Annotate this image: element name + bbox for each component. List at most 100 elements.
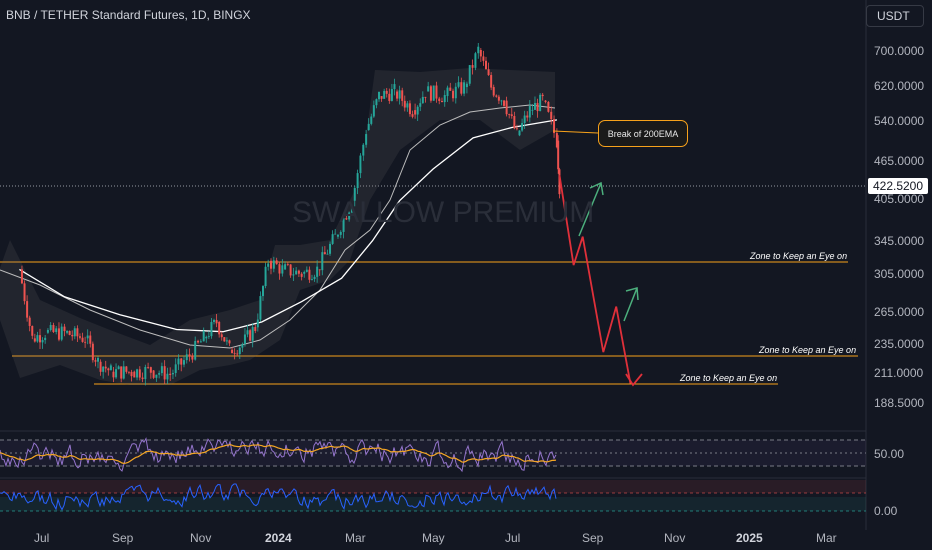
candle-body: [141, 377, 144, 380]
candle-body: [149, 367, 152, 373]
candle-body: [71, 334, 74, 337]
candle-body: [144, 366, 147, 380]
candle-body: [435, 85, 438, 99]
candle-body: [531, 109, 534, 111]
candle-body: [454, 86, 457, 99]
candle-body: [264, 266, 267, 287]
candle-body: [210, 322, 213, 337]
candle-body: [424, 96, 427, 98]
x-tick-label: Sep: [582, 531, 604, 545]
candle-body: [138, 369, 141, 378]
currency-button[interactable]: USDT: [866, 5, 924, 27]
x-tick-label: Sep: [112, 531, 134, 545]
candle-body: [477, 46, 480, 54]
candle-body: [177, 358, 180, 365]
candle-body: [104, 366, 107, 369]
candle-body: [350, 207, 353, 213]
candle-body: [536, 103, 539, 112]
candle-body: [503, 100, 506, 106]
candle-body: [490, 75, 493, 88]
zone-label-1: Zone to Keep an Eye on: [750, 251, 848, 261]
candle-body: [281, 265, 284, 274]
candle-body: [46, 329, 49, 333]
candle-body: [41, 340, 44, 343]
candle-body: [284, 264, 287, 270]
candle-body: [468, 65, 471, 84]
candle-body: [52, 325, 55, 333]
candle-body: [521, 123, 524, 131]
candle-body: [497, 96, 500, 101]
candle-body: [345, 218, 348, 220]
x-tick-label: Mar: [345, 531, 366, 545]
candle-body: [194, 340, 197, 360]
candle-body: [457, 82, 460, 87]
candle-body: [107, 368, 110, 371]
candle-body: [403, 100, 406, 108]
oscillator-line: [0, 483, 557, 511]
candle-body: [544, 100, 547, 102]
candle-body: [513, 115, 516, 129]
candle-body: [251, 327, 254, 341]
candle-body: [99, 361, 102, 372]
chart-title: BNB / TETHER Standard Futures, 1D, BINGX: [6, 8, 251, 22]
candle-body: [401, 90, 404, 101]
candle-body: [510, 114, 513, 116]
x-tick-label: Jul: [34, 531, 50, 545]
candle-body: [474, 53, 477, 68]
candle-body: [155, 374, 158, 378]
candle-body: [471, 65, 474, 68]
candle-body: [526, 115, 529, 118]
candle-body: [158, 373, 161, 375]
candle-body: [331, 234, 334, 244]
candle-body: [393, 84, 396, 90]
candle-body: [443, 95, 446, 103]
x-tick-label: Nov: [190, 531, 212, 545]
candle-body: [411, 114, 414, 117]
candle-body: [26, 301, 29, 318]
candle-body: [207, 336, 210, 337]
osc-upper-zone: [0, 480, 866, 493]
candle-body: [555, 133, 558, 148]
current-price-tag: 422.5200: [868, 178, 928, 194]
candle-body: [408, 103, 411, 115]
candle-body: [505, 100, 508, 115]
candle-body: [115, 369, 118, 378]
candle-body: [323, 252, 326, 255]
candle-body: [275, 260, 278, 265]
candle-body: [152, 370, 155, 378]
candle-body: [261, 286, 264, 297]
projection-down-path: [558, 174, 632, 384]
candle-body: [495, 95, 498, 97]
y-tick-label: 700.0000: [874, 44, 925, 58]
candle-body: [388, 93, 391, 101]
candle-body: [515, 128, 518, 130]
candle-body: [463, 82, 466, 94]
projection-up-arrow-1-head: [589, 181, 604, 196]
candle-body: [254, 327, 257, 331]
candle-body: [419, 103, 422, 107]
candle-body: [60, 326, 63, 340]
candle-body: [286, 264, 289, 265]
candle-body: [55, 328, 58, 333]
y-tick-label: 345.0000: [874, 234, 925, 248]
candle-body: [375, 99, 378, 106]
y-tick-label: 265.0000: [874, 305, 925, 319]
candle-body: [36, 335, 39, 342]
x-tick-label: Nov: [664, 531, 686, 545]
candle-body: [272, 260, 275, 269]
candle-body: [547, 101, 550, 112]
candle-body: [225, 340, 228, 342]
rsi-ma-line: [0, 443, 557, 465]
candle-body: [500, 100, 503, 102]
candle-body: [97, 357, 100, 362]
candle-body: [297, 270, 300, 274]
candle-body: [205, 336, 208, 339]
y-tick-label: 620.0000: [874, 79, 925, 93]
candle-body: [246, 330, 249, 335]
candle-body: [120, 366, 123, 379]
candle-body: [541, 94, 544, 97]
candle-body: [356, 173, 359, 189]
projection-up-arrow-2: [623, 287, 638, 322]
